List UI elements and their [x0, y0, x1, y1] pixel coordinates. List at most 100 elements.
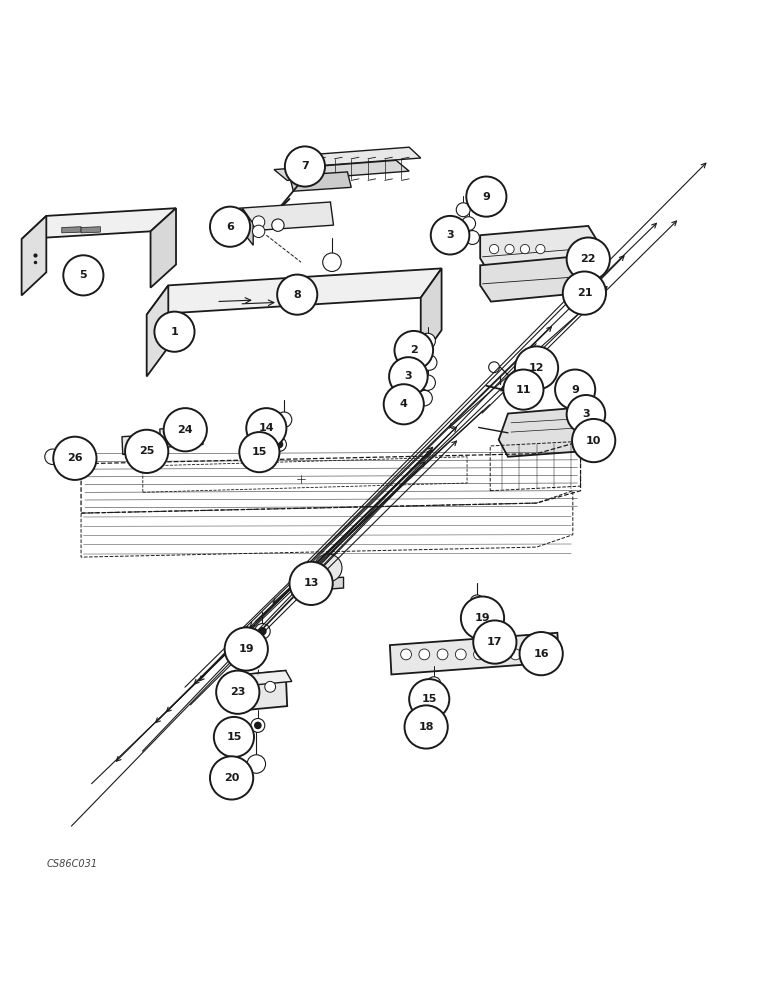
Text: 7: 7 — [301, 161, 309, 171]
Text: 14: 14 — [259, 423, 274, 433]
Text: 20: 20 — [224, 773, 239, 783]
Text: 3: 3 — [405, 371, 412, 381]
Circle shape — [510, 649, 521, 660]
Circle shape — [384, 384, 424, 424]
Circle shape — [401, 649, 411, 660]
Circle shape — [427, 677, 441, 691]
Circle shape — [225, 627, 268, 671]
Circle shape — [572, 419, 615, 462]
Text: 16: 16 — [533, 649, 549, 659]
Circle shape — [520, 244, 530, 254]
Circle shape — [466, 231, 479, 244]
Circle shape — [63, 255, 103, 295]
Text: 13: 13 — [303, 578, 319, 588]
Circle shape — [420, 375, 435, 390]
Text: 12: 12 — [529, 363, 544, 373]
Circle shape — [528, 649, 539, 660]
Circle shape — [473, 620, 516, 664]
Circle shape — [255, 624, 270, 639]
Circle shape — [323, 253, 341, 271]
Circle shape — [210, 207, 250, 247]
Text: 23: 23 — [230, 687, 245, 697]
Circle shape — [466, 177, 506, 217]
Circle shape — [164, 408, 207, 451]
Polygon shape — [274, 160, 409, 180]
Circle shape — [420, 333, 435, 349]
Circle shape — [503, 370, 543, 410]
Circle shape — [323, 580, 333, 590]
Circle shape — [473, 649, 485, 660]
Circle shape — [252, 225, 265, 238]
Polygon shape — [390, 633, 559, 674]
Text: 15: 15 — [252, 447, 267, 457]
Circle shape — [579, 417, 591, 429]
Circle shape — [125, 430, 168, 473]
Circle shape — [255, 722, 261, 729]
Circle shape — [455, 649, 466, 660]
Polygon shape — [22, 216, 46, 295]
Circle shape — [210, 756, 253, 800]
Text: 19: 19 — [239, 644, 254, 654]
Circle shape — [419, 649, 430, 660]
Polygon shape — [242, 208, 253, 245]
Text: 19: 19 — [475, 613, 490, 623]
Text: 11: 11 — [516, 385, 531, 395]
Circle shape — [465, 616, 483, 634]
Polygon shape — [122, 434, 161, 454]
Circle shape — [474, 599, 480, 605]
Circle shape — [431, 681, 437, 687]
Circle shape — [489, 244, 499, 254]
Text: 18: 18 — [418, 722, 434, 732]
Circle shape — [405, 705, 448, 749]
Circle shape — [247, 755, 266, 773]
Circle shape — [246, 408, 286, 448]
Circle shape — [422, 705, 440, 724]
Text: 25: 25 — [139, 446, 154, 456]
Polygon shape — [81, 227, 100, 233]
Circle shape — [45, 449, 60, 464]
Polygon shape — [239, 202, 334, 231]
Polygon shape — [151, 208, 176, 288]
Circle shape — [547, 649, 557, 660]
Circle shape — [489, 362, 499, 373]
Text: 3: 3 — [582, 409, 590, 419]
Text: 3: 3 — [446, 230, 454, 240]
Circle shape — [431, 216, 469, 255]
Circle shape — [456, 203, 470, 217]
Polygon shape — [290, 172, 351, 191]
Text: 15: 15 — [226, 732, 242, 742]
Text: 5: 5 — [80, 270, 87, 280]
Circle shape — [470, 595, 484, 609]
Circle shape — [515, 346, 558, 390]
Circle shape — [276, 441, 283, 448]
Circle shape — [470, 621, 478, 629]
Text: 24: 24 — [178, 425, 193, 435]
Text: CS86C031: CS86C031 — [46, 859, 97, 869]
Text: 10: 10 — [586, 436, 601, 446]
Circle shape — [252, 216, 265, 228]
Circle shape — [536, 244, 545, 254]
Circle shape — [214, 717, 254, 757]
Polygon shape — [421, 268, 442, 359]
Text: 1: 1 — [171, 327, 178, 337]
Circle shape — [272, 219, 284, 231]
Text: 9: 9 — [571, 385, 579, 395]
Circle shape — [265, 681, 276, 692]
Circle shape — [555, 370, 595, 410]
Circle shape — [505, 244, 514, 254]
Polygon shape — [287, 147, 421, 167]
Polygon shape — [62, 227, 81, 233]
Circle shape — [251, 718, 265, 732]
Circle shape — [417, 390, 432, 406]
Circle shape — [394, 331, 433, 370]
Polygon shape — [313, 577, 344, 590]
Polygon shape — [229, 671, 287, 712]
Text: 21: 21 — [577, 288, 592, 298]
Text: 9: 9 — [482, 192, 490, 202]
Polygon shape — [480, 255, 597, 302]
Text: 22: 22 — [581, 254, 596, 264]
Polygon shape — [147, 285, 168, 376]
Circle shape — [389, 357, 428, 396]
Circle shape — [567, 395, 605, 434]
Polygon shape — [499, 407, 591, 457]
